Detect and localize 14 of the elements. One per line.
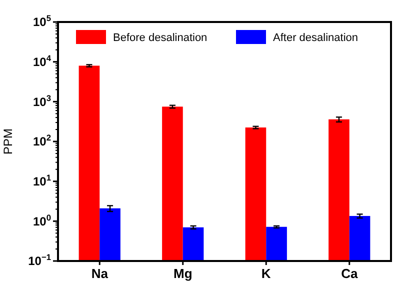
y-tick-label: 10$^{4}$ bbox=[32, 53, 52, 70]
y-tick-label: 10$^{3}$ bbox=[32, 92, 52, 109]
x-tick-label: K bbox=[261, 266, 272, 281]
x-tick-label: Ca bbox=[341, 266, 358, 281]
y-tick-label: 10$^{0}$ bbox=[32, 212, 52, 228]
y-axis-title: PPM bbox=[1, 128, 15, 155]
legend-label: After desalination bbox=[273, 32, 358, 44]
legend-label: Before desalination bbox=[113, 32, 208, 44]
y-tick-label: 10$^{−1}$ bbox=[28, 252, 52, 268]
y-tick-label: 10$^{1}$ bbox=[32, 172, 52, 189]
x-tick-label: Mg bbox=[173, 266, 192, 281]
y-tick-label: 10$^{2}$ bbox=[32, 132, 52, 149]
x-tick-label: Na bbox=[91, 266, 109, 281]
y-tick-label: 10$^{5}$ bbox=[32, 13, 52, 30]
